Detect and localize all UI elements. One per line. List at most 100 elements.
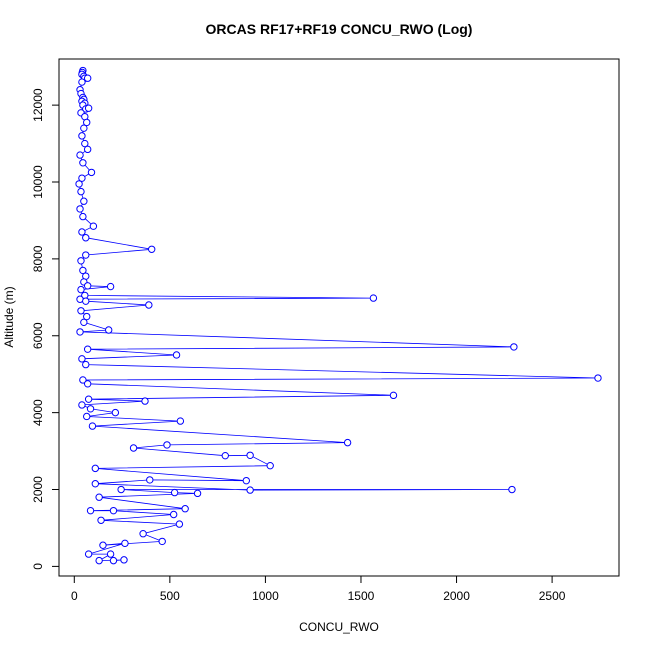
data-point [86,405,95,413]
data-point [193,489,202,498]
data-point [78,355,86,363]
data-point [91,464,100,473]
y-tick-label: 2000 [31,476,45,503]
data-point [78,174,86,182]
series-points [75,66,602,565]
data-point [83,282,92,290]
data-point [83,380,92,388]
data-point [104,326,113,334]
data-point [141,397,149,405]
y-tick-label: 12000 [31,88,45,122]
data-point [120,556,128,564]
y-axis-label: Altitude (m) [2,286,16,347]
data-point [147,245,156,253]
x-tick-label: 1000 [252,589,279,603]
data-point [169,510,178,519]
series-line [78,70,599,561]
data-point [84,395,93,403]
y-tick-label: 0 [31,563,45,570]
data-point [75,180,83,188]
data-point [77,285,85,294]
data-point [77,257,85,265]
data-point [508,485,516,494]
data-point [79,212,87,221]
data-point [89,222,98,230]
data-point [145,301,153,309]
data-point [82,251,90,259]
data-point [86,506,95,515]
data-point [117,485,125,494]
data-point [83,118,91,127]
data-point [389,391,398,400]
data-point [88,422,97,430]
data-point [79,159,87,167]
data-point [106,282,115,291]
data-point [109,506,118,515]
data-point [79,266,87,275]
data-point [87,168,96,177]
data-point [83,412,91,421]
data-point [80,318,88,327]
data-point [78,78,86,86]
data-point [172,351,181,359]
x-axis-label: CONCU_RWO [299,620,379,634]
data-point [221,451,229,460]
data-point [76,151,84,159]
x-axis: 0 500 1000 1500 2000 2500 [71,575,566,603]
data-point [83,312,91,321]
data-point [77,307,85,315]
data-point [111,408,120,417]
data-point [77,187,85,196]
data-point [594,374,602,382]
data-point [80,124,88,132]
data-point [83,74,92,82]
data-point [246,451,254,460]
data-point [80,197,88,205]
data-point [84,550,93,558]
data-point [82,234,90,242]
y-axis: 0 2000 4000 6000 8000 10000 12000 [31,88,60,570]
data-line [78,70,599,561]
data-point [266,461,274,470]
data-point [139,530,147,538]
data-point [76,205,84,213]
data-point [78,401,86,409]
y-tick-label: 4000 [31,399,45,426]
y-tick-label: 8000 [31,245,45,272]
y-tick-label: 6000 [31,322,45,349]
data-point [510,343,518,351]
data-point [106,550,115,558]
x-tick-label: 0 [71,589,78,603]
data-point [146,476,154,484]
data-point [343,438,352,447]
y-tick-label: 10000 [31,165,45,199]
data-point [175,520,184,528]
data-point [158,537,166,546]
data-point [97,516,105,524]
data-point [95,493,103,501]
data-point [78,132,86,140]
x-tick-label: 1500 [348,589,375,603]
data-point [109,556,118,565]
data-point [81,139,89,148]
plot-frame [58,58,620,577]
data-point [181,505,189,513]
data-point [170,488,179,497]
data-point [176,417,185,425]
data-point [83,345,92,353]
data-point [91,480,100,488]
data-point [82,360,90,369]
data-point [78,228,86,236]
data-point [121,539,129,548]
data-point [83,145,92,154]
data-point [246,486,254,494]
data-point [95,556,103,565]
data-point [79,376,87,384]
data-point [84,104,93,112]
x-tick-label: 2000 [443,589,470,603]
data-point [369,294,378,302]
data-point [82,297,90,305]
data-point [129,444,138,452]
